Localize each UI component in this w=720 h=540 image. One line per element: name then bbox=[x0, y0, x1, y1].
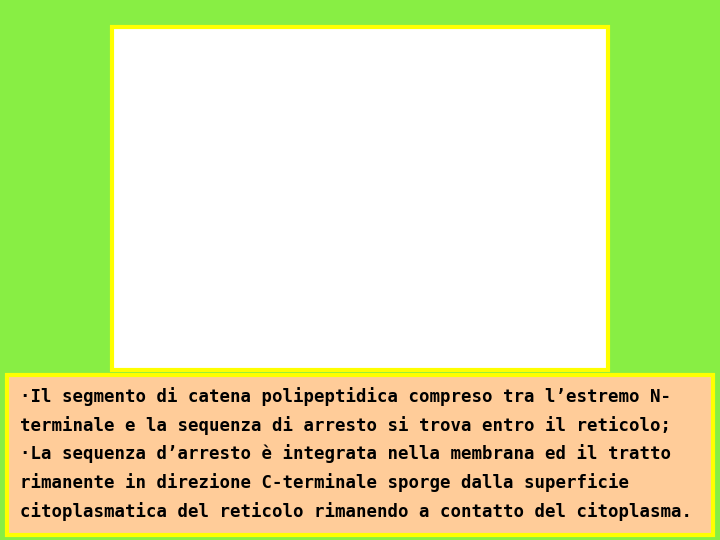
Text: rimanente in direzione C-terminale sporge dalla superficie: rimanente in direzione C-terminale sporg… bbox=[20, 473, 629, 492]
FancyBboxPatch shape bbox=[7, 375, 713, 535]
Text: ·La sequenza d’arresto è integrata nella membrana ed il tratto: ·La sequenza d’arresto è integrata nella… bbox=[20, 444, 671, 463]
Text: citoplasmatica del reticolo rimanendo a contatto del citoplasma.: citoplasmatica del reticolo rimanendo a … bbox=[20, 502, 692, 521]
Text: ·Il segmento di catena polipeptidica compreso tra l’estremo N-: ·Il segmento di catena polipeptidica com… bbox=[20, 387, 671, 406]
FancyBboxPatch shape bbox=[112, 27, 608, 370]
Text: terminale e la sequenza di arresto si trova entro il reticolo;: terminale e la sequenza di arresto si tr… bbox=[20, 416, 671, 435]
